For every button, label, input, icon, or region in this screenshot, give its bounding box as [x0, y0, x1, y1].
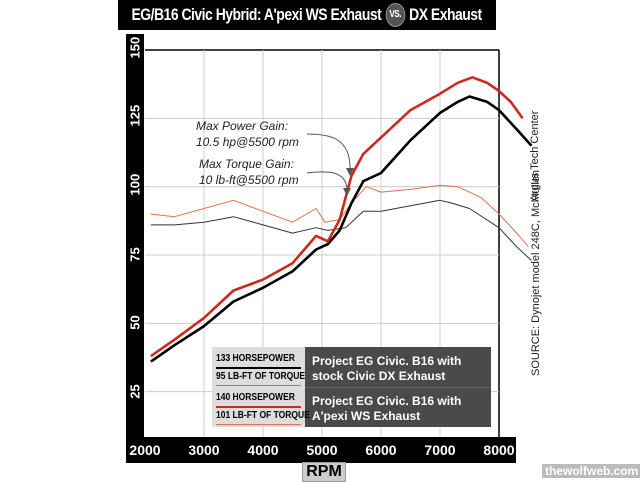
x-tick-label: 7000: [415, 442, 465, 458]
legend-stock-torque: 95 LB-FT OF TORQUE: [216, 371, 305, 382]
max-torque-annotation: Max Torque Gain: 10 lb-ft@5500 rpm: [199, 156, 299, 188]
legend-apexi-line: [216, 406, 301, 408]
y-tick-label: 25: [128, 382, 143, 400]
legend-divider: [305, 387, 491, 388]
max-power-value: 10.5 hp@5500 rpm: [196, 134, 299, 150]
torque-arrow: [307, 172, 347, 188]
legend-stock-description: Project EG Civic. B16 with stock Civic D…: [312, 354, 487, 384]
x-tick-label: 6000: [356, 442, 406, 458]
legend-apexi-torque-line: [216, 424, 301, 425]
y-tick-label: 150: [128, 41, 143, 59]
x-tick-label: 3000: [179, 442, 229, 458]
torque-arrow-head: [343, 188, 351, 196]
x-axis-label: RPM: [302, 462, 346, 482]
x-tick-label: 5000: [297, 442, 347, 458]
y-tick-label: 75: [128, 246, 143, 264]
watermark: thewolfweb.com: [542, 464, 640, 478]
max-power-label: Max Power Gain:: [196, 118, 299, 134]
x-tick-label: 4000: [238, 442, 288, 458]
legend-apexi-torque: 101 LB-FT OF TORQUE: [216, 410, 310, 421]
max-torque-label: Max Torque Gain:: [199, 156, 299, 172]
legend-stock-hp: 133 HORSEPOWER: [216, 353, 295, 364]
max-torque-value: 10 lb-ft@5500 rpm: [199, 172, 299, 188]
y-tick-label: 100: [128, 177, 143, 195]
source-credit-2: Argus Tech Center: [529, 66, 541, 246]
y-tick-label: 50: [128, 314, 143, 332]
power-arrow: [307, 134, 350, 168]
legend: 133 HORSEPOWER 95 LB-FT OF TORQUE 140 HO…: [212, 347, 491, 427]
legend-apexi-hp: 140 HORSEPOWER: [216, 392, 295, 403]
legend-values: 133 HORSEPOWER 95 LB-FT OF TORQUE 140 HO…: [212, 347, 305, 427]
x-tick-label: 2000: [120, 442, 170, 458]
legend-stock-line: [216, 367, 301, 369]
x-tick-label: 8000: [474, 442, 524, 458]
max-power-annotation: Max Power Gain: 10.5 hp@5500 rpm: [196, 118, 299, 150]
legend-apexi-description: Project EG Civic. B16 with A'pexi WS Exh…: [312, 394, 487, 424]
legend-stock-torque-line: [216, 385, 301, 386]
y-tick-label: 125: [128, 109, 143, 127]
